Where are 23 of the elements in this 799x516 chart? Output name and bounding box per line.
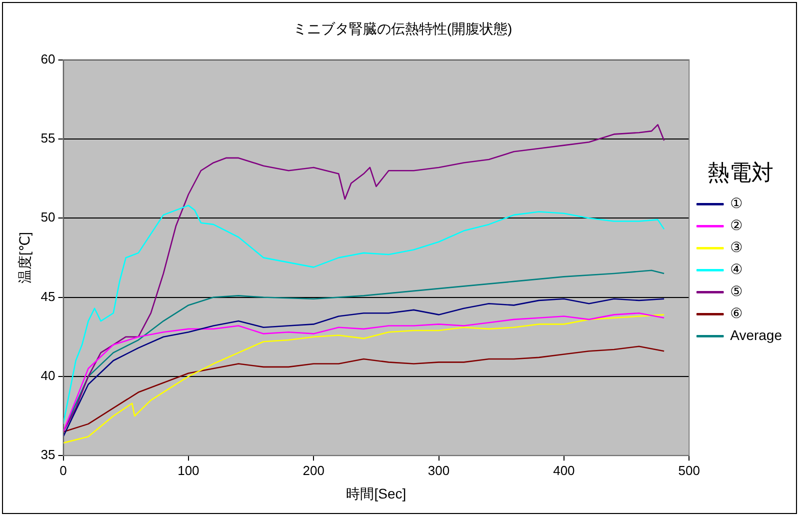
legend-label: ③	[730, 239, 743, 256]
x-axis-title: 時間[Sec]	[346, 485, 406, 502]
y-tick-label: 55	[40, 130, 56, 146]
legend-label: ⑥	[730, 305, 743, 322]
x-tick-label: 500	[678, 462, 700, 478]
legend-label: ②	[730, 217, 743, 234]
legend-title: 熱電対	[708, 160, 774, 185]
chart-title: ミニブタ腎臓の伝熱特性(開腹状態)	[292, 20, 512, 36]
legend-label: Average	[730, 327, 782, 344]
x-tick-label: 400	[553, 462, 575, 478]
x-tick-label: 100	[178, 462, 200, 478]
y-tick-label: 40	[40, 368, 56, 384]
y-tick-label: 45	[40, 288, 56, 304]
y-axis-title: 温度[℃]	[16, 232, 32, 284]
legend-label: ⑤	[730, 283, 743, 300]
x-tick-label: 0	[60, 462, 67, 478]
legend-label: ④	[730, 261, 743, 278]
x-tick-label: 200	[302, 462, 324, 478]
legend-label: ①	[730, 195, 743, 212]
y-tick-label: 50	[40, 210, 56, 225]
x-tick-label: 300	[428, 462, 450, 478]
y-tick-label: 60	[40, 51, 56, 66]
y-tick-label: 35	[40, 447, 56, 462]
